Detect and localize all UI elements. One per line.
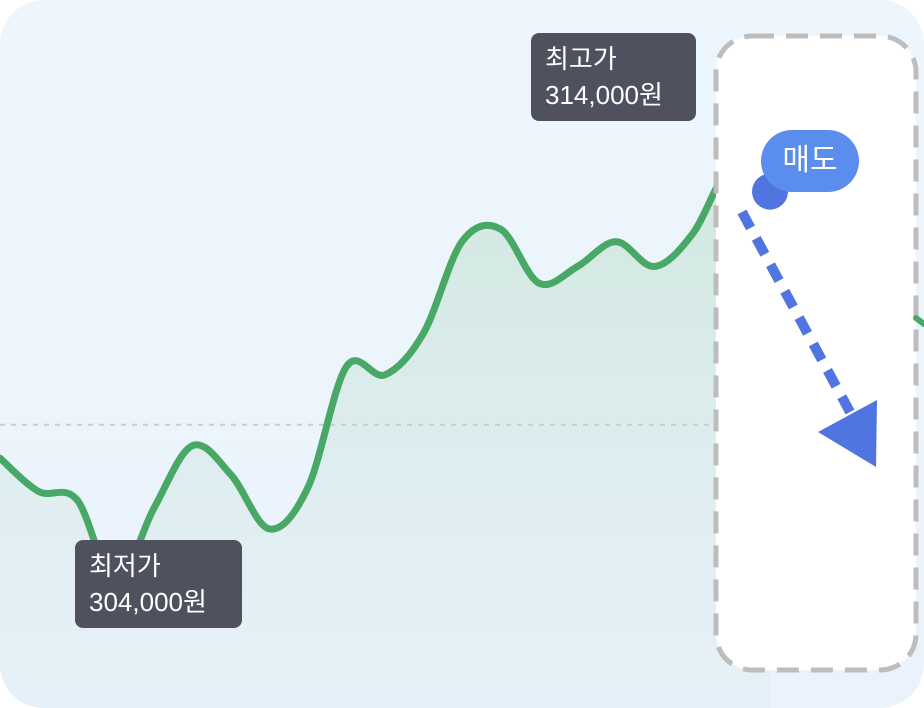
low-price-tooltip: 최저가 304,000원	[75, 540, 242, 628]
high-price-label: 최고가	[545, 44, 617, 74]
low-price-label: 최저가	[89, 551, 161, 581]
high-price-value: 314,000원	[545, 80, 663, 110]
price-line-tail	[913, 315, 924, 327]
sell-arrow-shaft	[737, 209, 855, 415]
sell-badge: 매도	[761, 130, 859, 192]
sell-arrow-head	[818, 400, 877, 467]
high-price-tooltip: 최고가 314,000원	[531, 33, 696, 121]
low-price-value: 304,000원	[89, 587, 207, 617]
